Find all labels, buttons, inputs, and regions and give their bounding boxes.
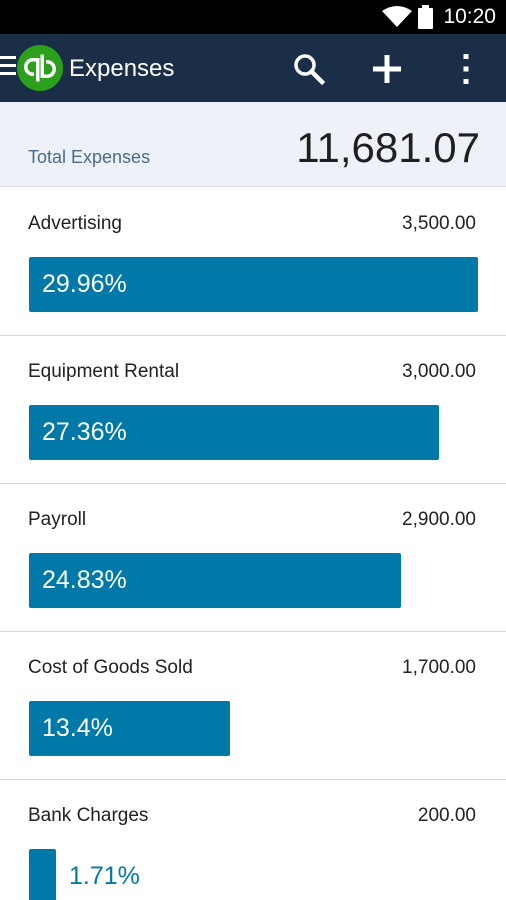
expense-category-row[interactable]: Advertising 3,500.00 29.96% <box>0 188 506 336</box>
category-name: Bank Charges <box>28 805 149 826</box>
status-bar: 10:20 <box>0 0 506 34</box>
percentage-label: 24.83% <box>42 566 127 594</box>
total-expenses-label: Total Expenses <box>28 147 151 167</box>
percentage-label: 1.71% <box>69 862 140 890</box>
expense-category-row[interactable]: Bank Charges 200.00 1.71% <box>0 780 506 900</box>
category-name: Cost of Goods Sold <box>28 657 193 678</box>
more-vert-icon[interactable] <box>452 52 480 86</box>
percentage-bar <box>29 553 401 608</box>
page-title: Expenses <box>69 55 175 82</box>
hamburger-menu-icon[interactable] <box>0 56 16 80</box>
status-time: 10:20 <box>443 5 496 28</box>
percentage-label: 27.36% <box>42 418 127 446</box>
percentage-label: 29.96% <box>42 270 127 298</box>
percentage-bar <box>29 849 56 900</box>
percentage-label: 13.4% <box>42 714 113 742</box>
app-bar: Expenses <box>0 34 506 102</box>
wifi-icon <box>382 6 412 27</box>
search-icon[interactable] <box>292 52 326 86</box>
add-icon[interactable] <box>370 52 404 86</box>
category-name: Advertising <box>28 213 122 234</box>
percentage-bar <box>29 405 439 460</box>
category-name: Equipment Rental <box>28 361 180 382</box>
expense-category-row[interactable]: Equipment Rental 3,000.00 27.36% <box>0 336 506 484</box>
expense-category-row[interactable]: Payroll 2,900.00 24.83% <box>0 484 506 632</box>
category-amount: 2,900.00 <box>402 509 476 530</box>
percentage-bar <box>29 257 478 312</box>
expense-category-row[interactable]: Cost of Goods Sold 1,700.00 13.4% <box>0 632 506 780</box>
category-amount: 3,500.00 <box>402 213 476 234</box>
category-name: Payroll <box>28 509 87 530</box>
percentage-bar <box>29 701 230 756</box>
category-amount: 1,700.00 <box>402 657 476 678</box>
category-amount: 3,000.00 <box>402 361 476 382</box>
total-expenses-summary: Total Expenses 11,681.07 <box>0 102 506 187</box>
total-expenses-value: 11,681.07 <box>296 124 480 171</box>
expense-category-list: Advertising 3,500.00 29.96% Equipment Renta… <box>0 188 506 900</box>
battery-icon <box>418 5 433 29</box>
quickbooks-logo[interactable] <box>17 45 63 91</box>
category-amount: 200.00 <box>417 805 476 826</box>
